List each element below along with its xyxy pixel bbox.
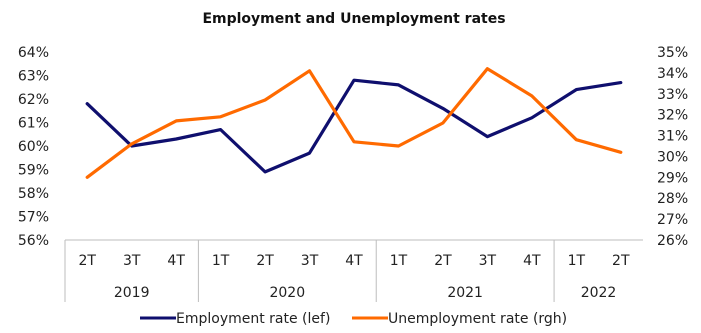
y-left-tick-label: 57% (18, 210, 49, 226)
x-tick-label: 3T (301, 253, 319, 269)
y-left-tick-label: 59% (18, 163, 49, 179)
x-tick-label: 4T (345, 253, 363, 269)
y-right-tick-label: 28% (657, 191, 688, 207)
x-group-label: 2019 (114, 285, 150, 301)
legend-label: Employment rate (lef) (176, 311, 330, 327)
y-right-tick-label: 32% (657, 108, 688, 124)
x-tick-label: 2T (256, 253, 274, 269)
x-tick-label: 2T (612, 253, 630, 269)
y-right-tick-label: 34% (657, 66, 688, 82)
y-left-tick-label: 64% (18, 45, 49, 61)
x-tick-label: 4T (523, 253, 541, 269)
y-left-tick-label: 60% (18, 139, 49, 155)
x-group-label: 2020 (269, 285, 305, 301)
x-tick-label: 2T (434, 253, 452, 269)
x-tick-label: 3T (479, 253, 497, 269)
y-left-tick-label: 58% (18, 186, 49, 202)
y-right-tick-label: 33% (657, 87, 688, 103)
legend: Employment rate (lef) Unemployment rate (… (140, 311, 567, 327)
x-tick-label: 3T (123, 253, 141, 269)
series-line-employment-rate-lef (85, 78, 623, 174)
y-right-tick-label: 26% (657, 233, 688, 249)
x-tick-label: 1T (390, 253, 408, 269)
y-left-tick-label: 62% (18, 92, 49, 108)
y-right-tick-label: 29% (657, 170, 688, 186)
x-tick-label: 1T (212, 253, 230, 269)
y-right-tick-label: 27% (657, 212, 688, 228)
x-group-label: 2022 (581, 285, 617, 301)
y-left-tick-label: 61% (18, 116, 49, 132)
y-left-tick-label: 63% (18, 69, 49, 85)
y-right-tick-label: 35% (657, 45, 688, 61)
legend-label: Unemployment rate (rgh) (388, 311, 567, 327)
chart-title: Employment and Unemployment rates (202, 11, 505, 27)
y-right-tick-label: 30% (657, 149, 688, 165)
y-left-tick-label: 56% (18, 233, 49, 249)
y-right-tick-label: 31% (657, 129, 688, 145)
axes-layer: 56% 57% 58% 59% 60% 61% 62% 63% 64% 26% 27% 28% 29% 3… (18, 45, 688, 302)
series-line-unemployment-rate-rgh (85, 67, 623, 179)
x-tick-label: 2T (78, 253, 96, 269)
series-layer (85, 67, 623, 179)
x-tick-label: 1T (568, 253, 586, 269)
x-tick-label: 4T (167, 253, 185, 269)
x-group-label: 2021 (447, 285, 483, 301)
